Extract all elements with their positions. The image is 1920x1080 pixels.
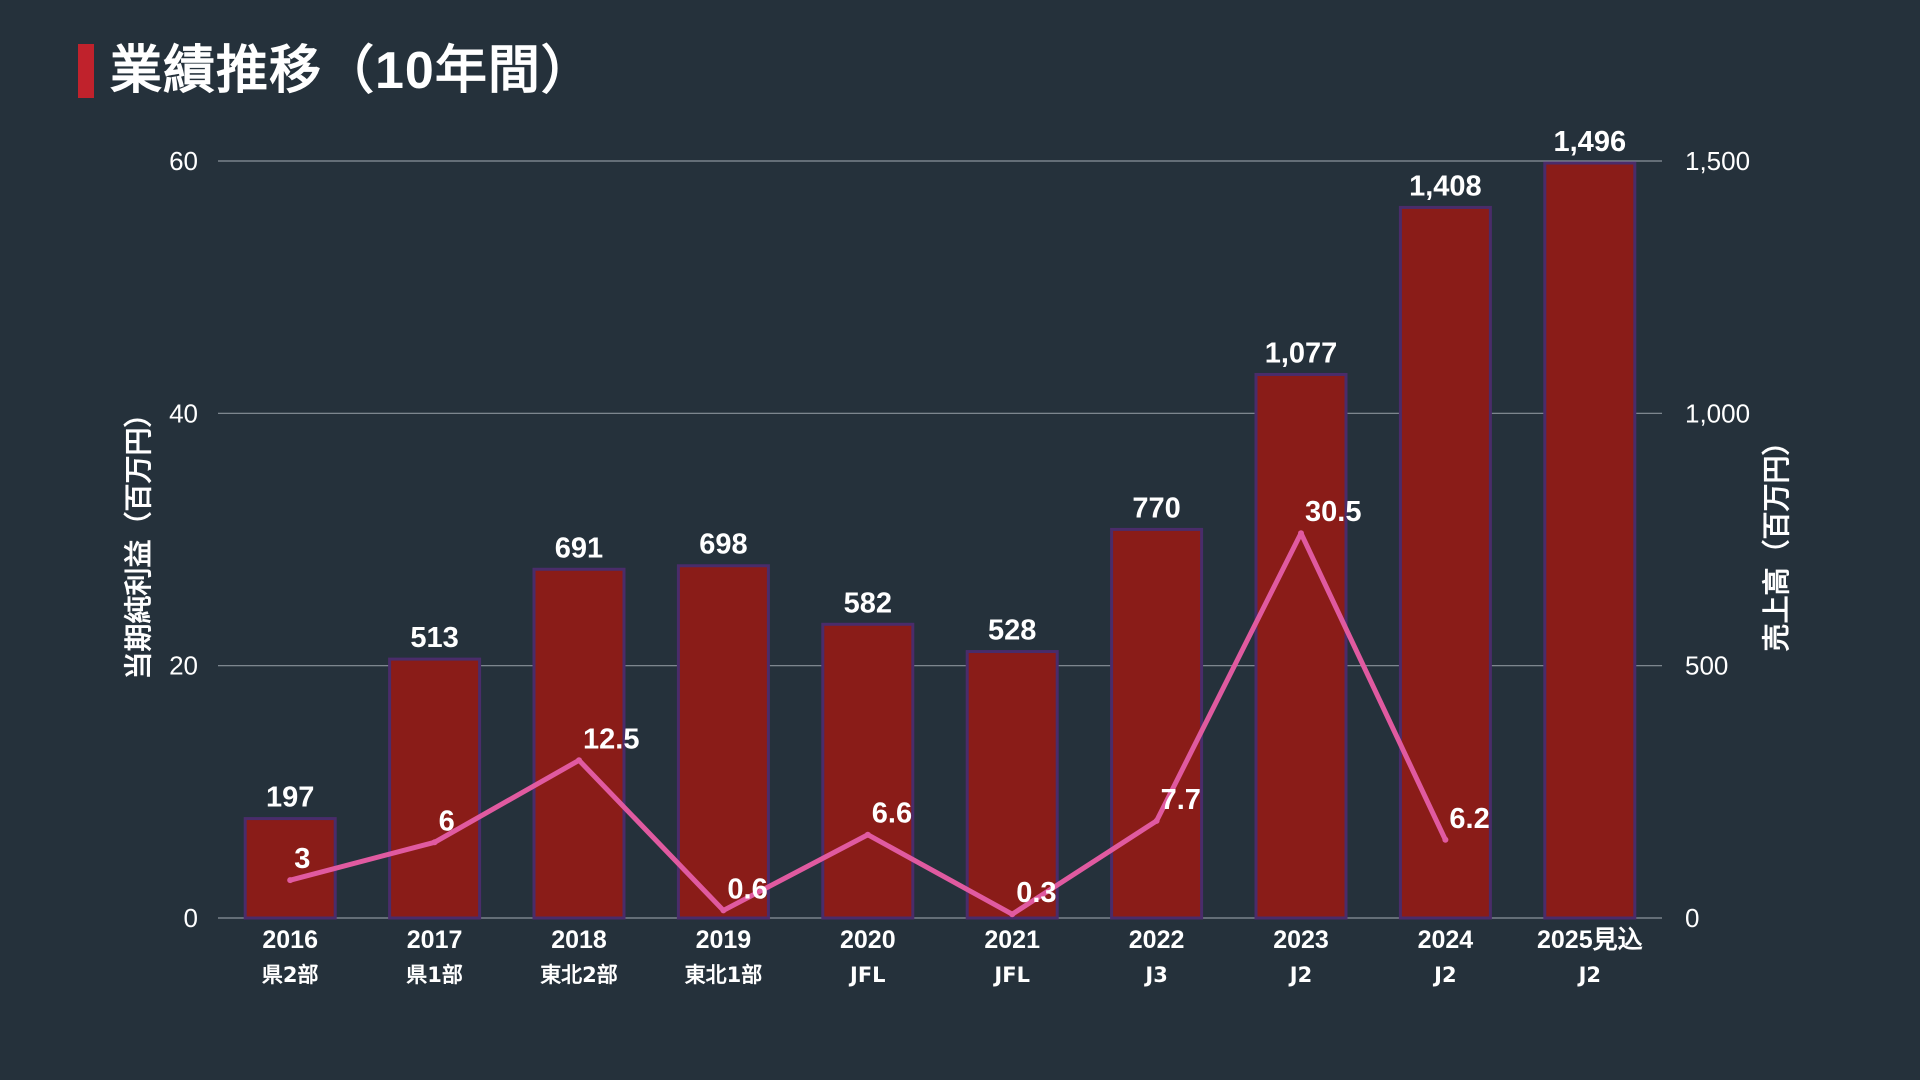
x-category-label: 2020: [840, 926, 896, 954]
sales-bar: [821, 622, 915, 920]
sales-bar: [243, 817, 337, 920]
sales-bar-label: 1,496: [1554, 126, 1627, 158]
net-income-label: 3: [294, 843, 310, 875]
sales-bar-label: 1,408: [1409, 170, 1482, 202]
x-category-sublabel: 東北1部: [685, 963, 763, 987]
sales-bar: [532, 567, 626, 920]
net-income-label: 30.5: [1305, 496, 1361, 528]
y-right-axis-title: 売上高（百万円）: [1760, 427, 1793, 651]
sales-bar-label: 698: [699, 529, 747, 561]
y-left-tick-label: 20: [169, 651, 198, 681]
title-block: 業績推移（10年間）: [78, 44, 594, 98]
sales-bar: [965, 650, 1059, 920]
x-category-sublabel: J2: [1432, 963, 1456, 987]
net-income-point: [1442, 836, 1449, 843]
x-category-sublabel: J2: [1577, 963, 1601, 987]
x-category-label: 2017: [407, 926, 463, 954]
sales-bar-label: 1,077: [1265, 337, 1338, 369]
sales-bar-label: 513: [410, 622, 458, 654]
y-left-tick-label: 40: [169, 398, 198, 428]
x-category-label: 2023: [1273, 926, 1329, 954]
x-category-sublabel: 県2部: [262, 963, 319, 987]
net-income-point: [720, 907, 727, 914]
sales-bar-label: 582: [844, 587, 892, 619]
y-right-tick-label: 1,000: [1685, 398, 1750, 428]
sales-bar-label: 691: [555, 532, 603, 564]
x-category-sublabel: J2: [1288, 963, 1312, 987]
x-category-label: 2021: [984, 926, 1040, 954]
x-category-label: 2019: [696, 926, 752, 954]
y-left-tick-label: 0: [184, 903, 198, 933]
y-right-tick-label: 1,500: [1685, 146, 1750, 176]
net-income-point: [1298, 530, 1304, 537]
x-category-label: 2022: [1129, 926, 1185, 954]
page-title: 業績推移（10年間）: [110, 42, 594, 100]
net-income-point: [287, 877, 294, 884]
axes: 0 0 20 500 40 1,000 60 1,500 2016 県2部 2017 県1部 2018 東…: [169, 146, 1750, 987]
x-category-label: 2018: [551, 926, 607, 954]
net-income-label: 7.7: [1161, 784, 1201, 816]
sales-bar: [1398, 205, 1492, 920]
sales-bar: [1110, 527, 1204, 920]
net-income-point: [864, 831, 871, 838]
x-category-label: 2016: [262, 926, 318, 954]
sales-bar: [1543, 161, 1637, 920]
x-category-sublabel: 県1部: [406, 963, 463, 987]
net-income-point: [431, 839, 438, 846]
title-accent-bar: [78, 44, 94, 98]
net-income-label: 6.6: [872, 798, 912, 830]
x-category-label: 2024: [1418, 926, 1474, 954]
x-category-label: 2025見込: [1537, 926, 1643, 954]
net-income-line: [287, 530, 1449, 918]
y-left-tick-label: 60: [169, 146, 198, 176]
y-left-axis-title: 当期純利益（百万円）: [122, 399, 155, 679]
sales-bar: [388, 657, 482, 920]
x-category-sublabel: JFL: [848, 963, 886, 987]
y-right-tick-label: 500: [1685, 651, 1728, 681]
net-income-label: 12.5: [583, 723, 639, 755]
net-income-point: [1009, 911, 1016, 918]
sales-bar: [1254, 372, 1348, 920]
net-income-label: 0.3: [1016, 877, 1056, 909]
net-income-label: 6: [439, 805, 455, 837]
x-category-sublabel: 東北2部: [540, 963, 618, 987]
net-income-point: [576, 757, 582, 764]
x-category-sublabel: J3: [1143, 963, 1167, 987]
sales-bar-label: 770: [1132, 492, 1180, 524]
x-category-sublabel: JFL: [992, 963, 1030, 987]
sales-bars: [243, 161, 1637, 920]
net-income-point: [1153, 817, 1160, 824]
net-income-label: 6.2: [1449, 803, 1489, 835]
y-right-tick-label: 0: [1685, 903, 1699, 933]
sales-bar-label: 528: [988, 615, 1036, 647]
sales-bar-label: 197: [266, 782, 314, 814]
sales-bar: [676, 564, 770, 920]
data-labels: 197 513 691 698 582 528 770 1,077 1,408 1,496 3 6 12…: [266, 126, 1626, 909]
net-income-label: 0.6: [727, 873, 767, 905]
